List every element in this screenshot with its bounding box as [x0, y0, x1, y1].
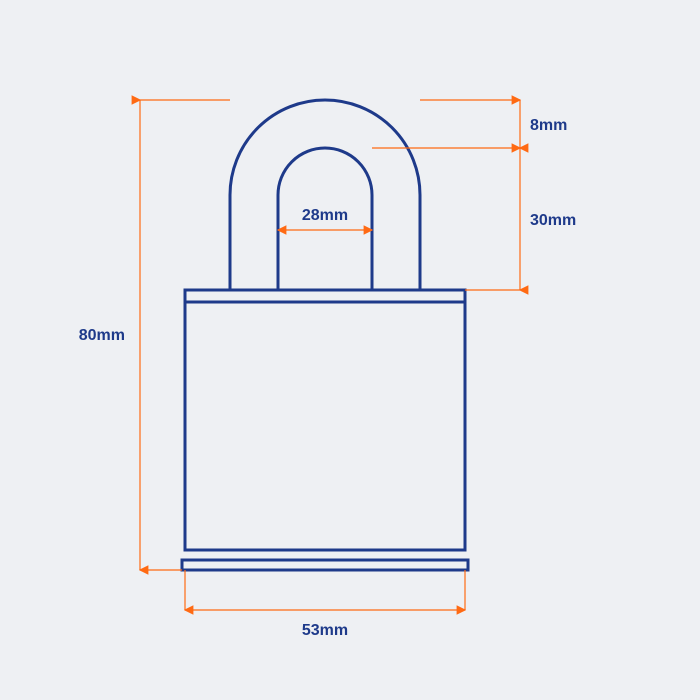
- dim-shackle-clearance: [465, 148, 520, 290]
- label-shackle-clearance: 30mm: [530, 212, 576, 229]
- dimension-lines: [140, 100, 520, 610]
- lock-body: [185, 290, 465, 550]
- label-shackle-inner-width: 28mm: [302, 207, 348, 224]
- label-body-width: 53mm: [302, 622, 348, 639]
- padlock-dimension-diagram: 80mm 53mm 8mm 30mm 28mm: [0, 0, 700, 700]
- dim-shackle-thickness: [372, 100, 520, 148]
- label-total-height: 80mm: [79, 327, 125, 344]
- shackle-outer: [230, 100, 420, 290]
- lock-base-plate: [182, 560, 468, 570]
- dim-body-width: [185, 570, 465, 610]
- padlock-shape: [182, 100, 468, 570]
- label-shackle-thickness: 8mm: [530, 117, 567, 134]
